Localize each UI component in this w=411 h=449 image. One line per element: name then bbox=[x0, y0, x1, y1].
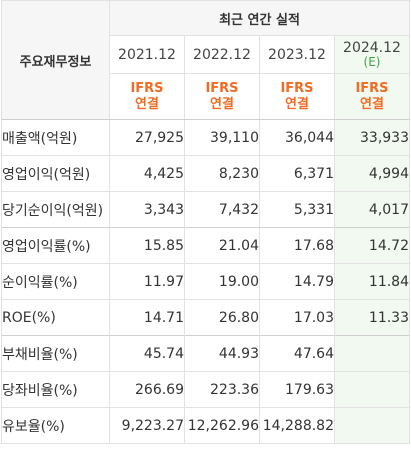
ifrs-label: IFRS bbox=[205, 80, 239, 96]
cell-value: 19.00 bbox=[184, 263, 260, 300]
table-row: 순이익률(%) 11.97 19.00 14.79 11.84 bbox=[1, 263, 410, 300]
cell-value: 4,994 bbox=[334, 155, 410, 192]
row-label: 영업이익률(%) bbox=[1, 227, 110, 264]
cell-value: 6,371 bbox=[259, 155, 335, 192]
year-header-2024: 2024.12 (E) bbox=[334, 35, 410, 74]
cell-value: 11.33 bbox=[334, 299, 410, 336]
cell-value: 223.36 bbox=[184, 371, 260, 408]
cell-value: 27,925 bbox=[109, 119, 185, 156]
consolidated-label: 연결 bbox=[285, 96, 309, 112]
cell-value bbox=[334, 335, 410, 372]
cell-value: 3,343 bbox=[109, 191, 185, 228]
table-row: 당좌비율(%) 266.69 223.36 179.63 bbox=[1, 371, 410, 408]
cell-value: 26.80 bbox=[184, 299, 260, 336]
table-row: 유보율(%) 9,223.27 12,262.96 14,288.82 bbox=[1, 407, 410, 444]
cell-value: 9,223.27 bbox=[109, 407, 185, 444]
cell-value: 12,262.96 bbox=[184, 407, 260, 444]
basis-header: IFRS 연결 bbox=[259, 73, 335, 120]
year-label: 2023.12 bbox=[268, 46, 326, 63]
year-label: 2021.12 bbox=[118, 46, 176, 63]
table-row: 당기순이익(억원) 3,343 7,432 5,331 4,017 bbox=[1, 191, 410, 228]
table-row: 매출액(억원) 27,925 39,110 36,044 33,933 bbox=[1, 119, 410, 156]
cell-value bbox=[334, 371, 410, 408]
year-header-2021: 2021.12 bbox=[109, 35, 185, 74]
ifrs-label: IFRS bbox=[130, 80, 164, 96]
year-header-2022: 2022.12 bbox=[184, 35, 260, 74]
cell-value: 17.03 bbox=[259, 299, 335, 336]
year-label: 2022.12 bbox=[193, 46, 251, 63]
row-label: 부채비율(%) bbox=[1, 335, 110, 372]
row-label: 유보율(%) bbox=[1, 407, 110, 444]
consolidated-label: 연결 bbox=[360, 96, 384, 112]
row-label: ROE(%) bbox=[1, 299, 110, 336]
consolidated-label: 연결 bbox=[210, 96, 234, 112]
row-header-label: 주요재무정보 bbox=[1, 0, 110, 120]
ifrs-label: IFRS bbox=[355, 80, 389, 96]
year-header-2023: 2023.12 bbox=[259, 35, 335, 74]
cell-value: 17.68 bbox=[259, 227, 335, 264]
basis-header: IFRS 연결 bbox=[109, 73, 185, 120]
cell-value: 36,044 bbox=[259, 119, 335, 156]
row-label: 매출액(억원) bbox=[1, 119, 110, 156]
cell-value: 266.69 bbox=[109, 371, 185, 408]
consolidated-label: 연결 bbox=[135, 96, 159, 112]
cell-value: 7,432 bbox=[184, 191, 260, 228]
cell-value: 4,017 bbox=[334, 191, 410, 228]
row-label: 당좌비율(%) bbox=[1, 371, 110, 408]
cell-value: 21.04 bbox=[184, 227, 260, 264]
cell-value bbox=[334, 407, 410, 444]
cell-value: 14.71 bbox=[109, 299, 185, 336]
year-label: 2024.12 bbox=[343, 40, 401, 56]
cell-value: 11.84 bbox=[334, 263, 410, 300]
cell-value: 8,230 bbox=[184, 155, 260, 192]
cell-value: 44.93 bbox=[184, 335, 260, 372]
cell-value: 39,110 bbox=[184, 119, 260, 156]
cell-value: 4,425 bbox=[109, 155, 185, 192]
cell-value: 33,933 bbox=[334, 119, 410, 156]
row-label: 당기순이익(억원) bbox=[1, 191, 110, 228]
basis-header: IFRS 연결 bbox=[184, 73, 260, 120]
cell-value: 15.85 bbox=[109, 227, 185, 264]
row-label: 영업이익(억원) bbox=[1, 155, 110, 192]
cell-value: 45.74 bbox=[109, 335, 185, 372]
cell-value: 14,288.82 bbox=[259, 407, 335, 444]
table-row: 영업이익(억원) 4,425 8,230 6,371 4,994 bbox=[1, 155, 410, 192]
cell-value: 5,331 bbox=[259, 191, 335, 228]
cell-value: 11.97 bbox=[109, 263, 185, 300]
table-row: 영업이익률(%) 15.85 21.04 17.68 14.72 bbox=[1, 227, 410, 264]
row-label: 순이익률(%) bbox=[1, 263, 110, 300]
table-title: 최근 연간 실적 bbox=[109, 0, 410, 36]
cell-value: 14.79 bbox=[259, 263, 335, 300]
table-row: ROE(%) 14.71 26.80 17.03 11.33 bbox=[1, 299, 410, 336]
table-row: 부채비율(%) 45.74 44.93 47.64 bbox=[1, 335, 410, 372]
basis-header: IFRS 연결 bbox=[334, 73, 410, 120]
cell-value: 47.64 bbox=[259, 335, 335, 372]
cell-value: 179.63 bbox=[259, 371, 335, 408]
ifrs-label: IFRS bbox=[280, 80, 314, 96]
estimate-marker: (E) bbox=[363, 55, 381, 69]
cell-value: 14.72 bbox=[334, 227, 410, 264]
